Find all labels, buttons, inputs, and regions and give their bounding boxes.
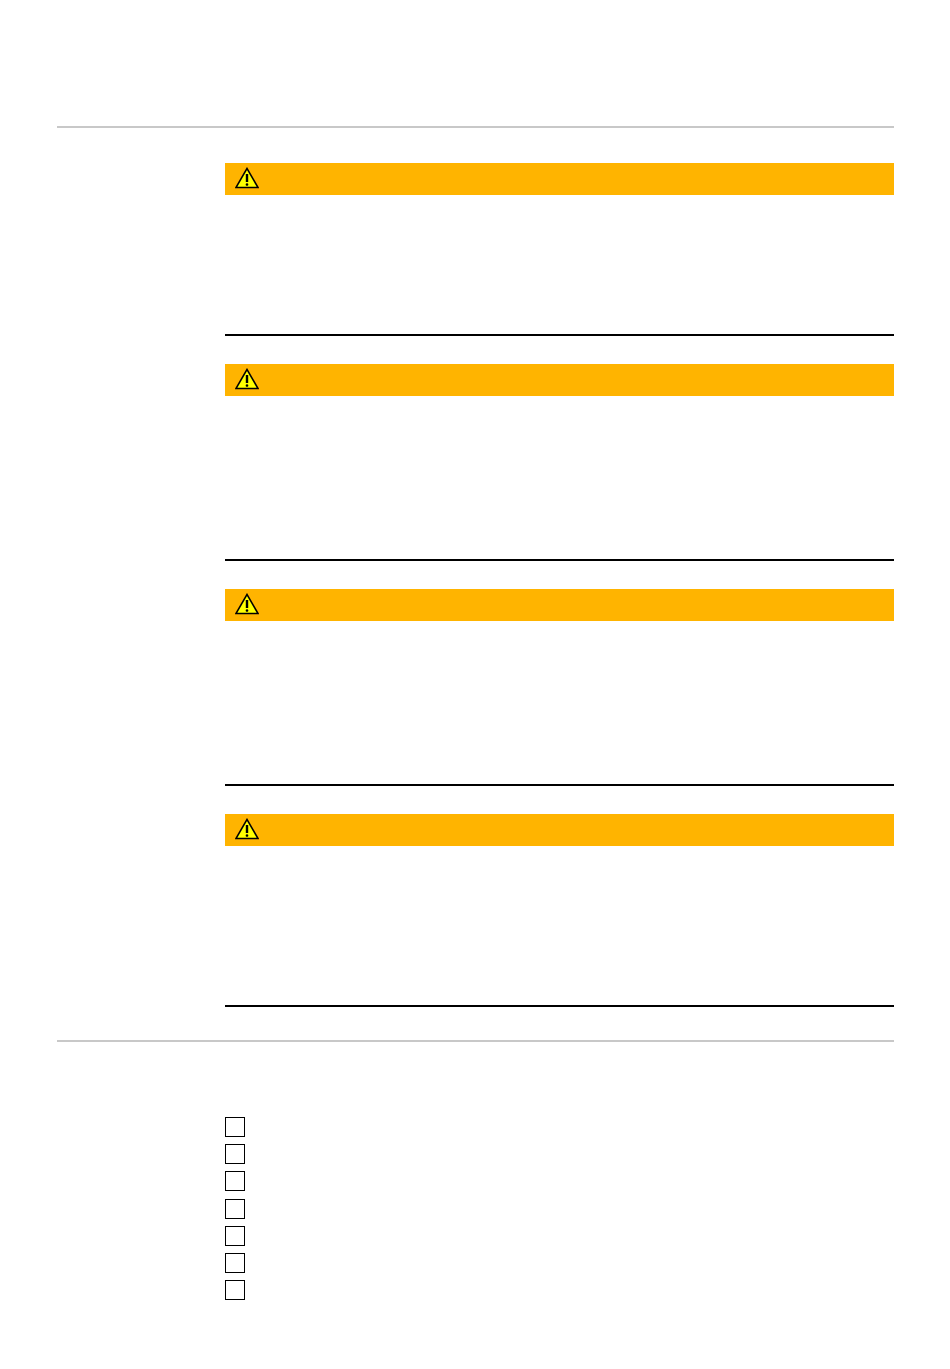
section-divider	[57, 126, 894, 128]
checklist-checkbox[interactable]	[225, 1280, 245, 1300]
checklist-checkbox[interactable]	[225, 1171, 245, 1191]
warning-end-rule	[225, 1005, 894, 1007]
warning-end-rule	[225, 784, 894, 786]
warning-banner	[225, 163, 894, 195]
checklist-checkbox[interactable]	[225, 1144, 245, 1164]
warning-banner	[225, 364, 894, 396]
warning-triangle-icon	[235, 593, 259, 615]
warning-triangle-icon	[235, 818, 259, 840]
checklist-checkbox[interactable]	[225, 1226, 245, 1246]
warning-triangle-icon	[235, 167, 259, 189]
section-divider	[57, 1040, 894, 1042]
warning-triangle-icon	[235, 368, 259, 390]
warning-banner	[225, 814, 894, 846]
checklist-checkbox[interactable]	[225, 1253, 245, 1273]
checklist-checkbox[interactable]	[225, 1199, 245, 1219]
warning-banner	[225, 589, 894, 621]
warning-end-rule	[225, 334, 894, 336]
warning-end-rule	[225, 559, 894, 561]
checklist-checkbox[interactable]	[225, 1117, 245, 1137]
